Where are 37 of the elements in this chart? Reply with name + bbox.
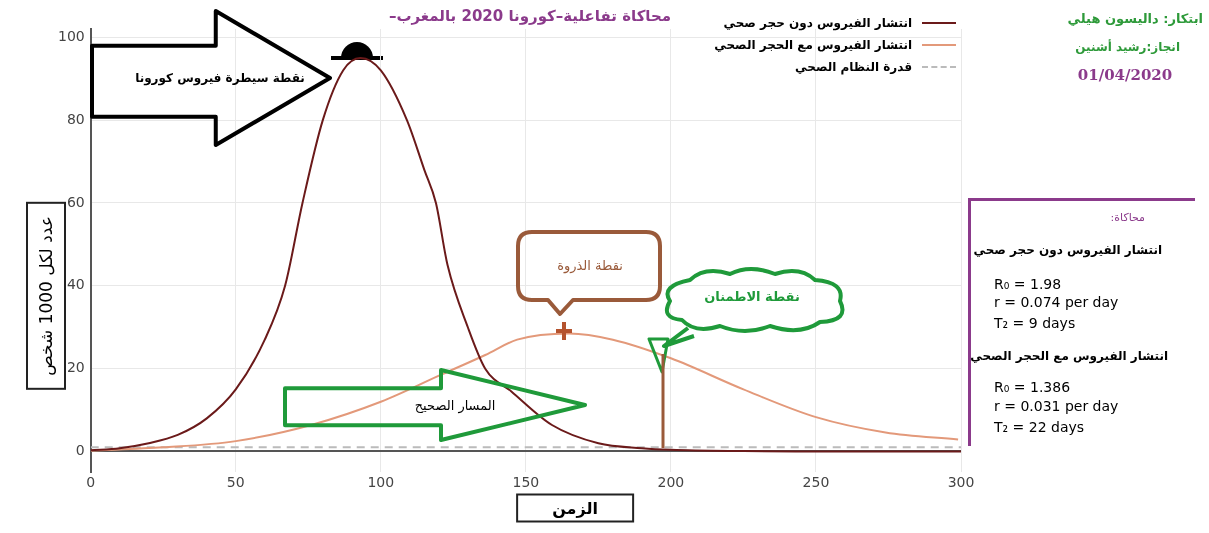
text: انجاز:رشيد أشنين xyxy=(1075,40,1180,54)
chart-title: محاكاة تفاعلية–كورونا 2020 بالمغرب– xyxy=(388,7,672,25)
legend-label: قدرة النظام الصحي xyxy=(795,59,912,77)
y-tick-label: 40 xyxy=(66,276,85,293)
text: T₂ = 22 days xyxy=(994,419,1085,435)
x-tick-label: 0 xyxy=(86,474,96,491)
x-tick-label: 300 xyxy=(947,474,975,491)
legend-label: انتشار الفيروس مع الحجر الصحي xyxy=(714,37,912,55)
y-tick-label: 0 xyxy=(75,442,85,459)
y-axis-title: عدد لكل 1000 شخص xyxy=(26,202,66,390)
annotation: المسار الصحيح xyxy=(414,397,496,413)
x-tick-label: 200 xyxy=(657,474,685,491)
y-tick-label: 100 xyxy=(57,27,85,44)
text: T₂ = 9 days xyxy=(994,315,1076,331)
line-series xyxy=(90,56,961,453)
x-tick-label: 250 xyxy=(802,474,830,491)
text: r = 0.074 per day xyxy=(994,294,1119,310)
line-series xyxy=(90,332,960,452)
text: ابتكار: داليسون هيلي xyxy=(1067,10,1203,26)
text: انتشار الفيروس مع الحجر الصحي xyxy=(970,349,1168,363)
annotation: نقطة الاطمنان xyxy=(704,288,800,304)
y-tick-label: 60 xyxy=(66,193,85,210)
x-tick-label: 150 xyxy=(512,474,540,491)
x-tick-label: 50 xyxy=(226,474,245,491)
annotation: نقطة سيطرة فيروس كورونا xyxy=(135,71,305,85)
legend-label: انتشار الفيروس دون حجر صحي xyxy=(723,15,912,33)
text: R₀ = 1.98 xyxy=(994,276,1062,292)
text: 01/04/2020 xyxy=(1077,66,1173,84)
text: انتشار الفيروس دون حجر صحي xyxy=(973,243,1162,257)
x-tick-label: 100 xyxy=(367,474,395,491)
text: R₀ = 1.386 xyxy=(994,379,1071,395)
y-tick-label: 20 xyxy=(66,359,85,376)
y-tick-label: 80 xyxy=(66,110,85,127)
text: محاكاة: xyxy=(1110,210,1145,224)
text: r = 0.031 per day xyxy=(994,398,1119,414)
x-axis-title: الزمن xyxy=(516,493,634,523)
annotation: نقطة الذروة xyxy=(557,257,623,273)
